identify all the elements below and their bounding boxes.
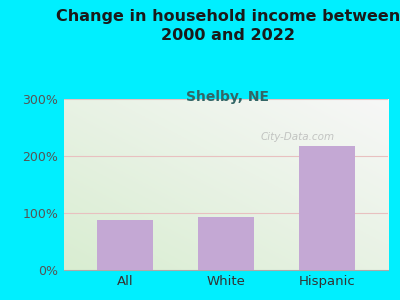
- Bar: [198, 217, 254, 270]
- Text: Shelby, NE: Shelby, NE: [186, 90, 270, 104]
- Bar: [97, 220, 152, 270]
- Text: Change in household income between
2000 and 2022: Change in household income between 2000 …: [56, 9, 400, 43]
- Text: City-Data.com: City-Data.com: [260, 132, 334, 142]
- Bar: [300, 146, 355, 270]
